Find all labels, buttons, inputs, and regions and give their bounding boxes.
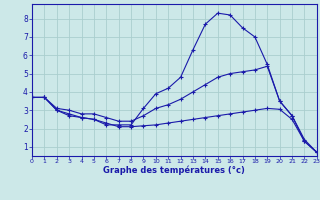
X-axis label: Graphe des températures (°c): Graphe des températures (°c) — [103, 166, 245, 175]
